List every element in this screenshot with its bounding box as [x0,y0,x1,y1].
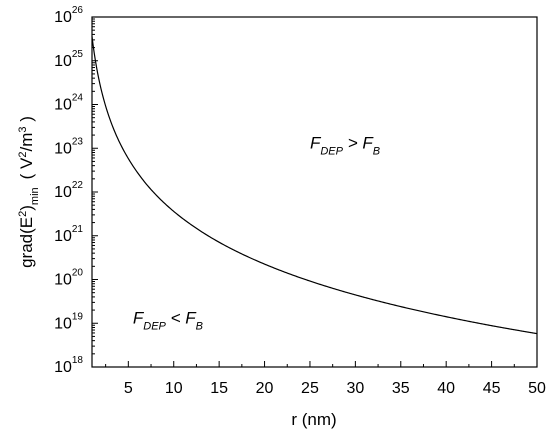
y-tick-label: 1019 [54,311,83,332]
series-line [91,36,538,335]
y-tick-base: 10 [54,97,72,114]
y-tick-label: 1020 [54,268,83,289]
y-tick-base: 10 [54,184,72,201]
y-tick-exp: 23 [72,136,84,147]
y-tick-exp: 25 [72,49,84,60]
annotation-fdep-greater: FDEP > FB [310,133,380,157]
y-tick-base: 10 [54,228,72,245]
y-label-units-mid: /m [17,133,36,152]
y-tick-base: 10 [54,140,72,157]
x-tick-label: 25 [301,380,319,397]
y-label-main: grad(E [17,217,36,268]
x-tick-labels: 5 10 15 20 25 30 35 40 45 50 [124,380,546,397]
ann0-main2: F [362,133,374,152]
ticks [92,16,538,368]
ann1-sub: DEP [143,320,166,332]
y-tick-label: 1018 [54,355,83,376]
y-tick-base: 10 [54,359,72,376]
x-tick-label: 35 [392,380,410,397]
ann1-main2: F [185,308,197,327]
y-label-sup1: 2 [17,211,29,217]
x-tick-label: 50 [528,380,546,397]
y-tick-exp: 19 [72,311,84,322]
y-tick-label: 1026 [54,5,83,26]
y-label-close: ) [17,205,36,211]
y-tick-label: 1023 [54,136,83,157]
ann0-sub: DEP [320,145,343,157]
plot-frame [91,16,538,368]
y-tick-exp: 24 [72,93,84,104]
y-tick-exp: 21 [72,224,84,235]
y-tick-base: 10 [54,9,72,26]
x-tick-label: 45 [483,380,501,397]
y-tick-exp: 26 [72,5,84,16]
x-tick-label: 20 [256,380,274,397]
ann0-sub2: B [373,145,380,157]
y-label-units-open: ( V [17,157,36,179]
ann0-op: > [343,133,362,152]
y-label-sub: min [29,187,41,205]
y-tick-label: 1024 [54,93,83,114]
y-label-units-close: ) [17,116,36,126]
ann1-op: < [166,308,185,327]
y-label-sup3: 3 [17,126,29,132]
x-tick-label: 10 [165,380,183,397]
annotation-fdep-less: FDEP < FB [133,308,203,332]
ann0-main: F [310,133,322,152]
y-tick-label: 1022 [54,180,83,201]
y-tick-base: 10 [54,272,72,289]
x-tick-label: 30 [346,380,364,397]
y-tick-base: 10 [54,53,72,70]
ann1-main: F [133,308,145,327]
x-tick-label: 40 [437,380,455,397]
x-tick-label: 5 [124,380,133,397]
y-tick-exp: 18 [72,355,84,366]
y-tick-label: 1021 [54,224,83,245]
x-tick-label: 15 [210,380,228,397]
y-tick-exp: 22 [72,180,84,191]
y-axis-label: grad(E2)min( V2/m3 ) [17,116,41,268]
y-tick-label: 1025 [54,49,83,70]
ann1-sub2: B [196,320,203,332]
y-tick-base: 10 [54,315,72,332]
y-label-sup2: 2 [17,151,29,157]
x-axis-label: r (nm) [291,410,336,429]
y-tick-exp: 20 [72,268,84,279]
